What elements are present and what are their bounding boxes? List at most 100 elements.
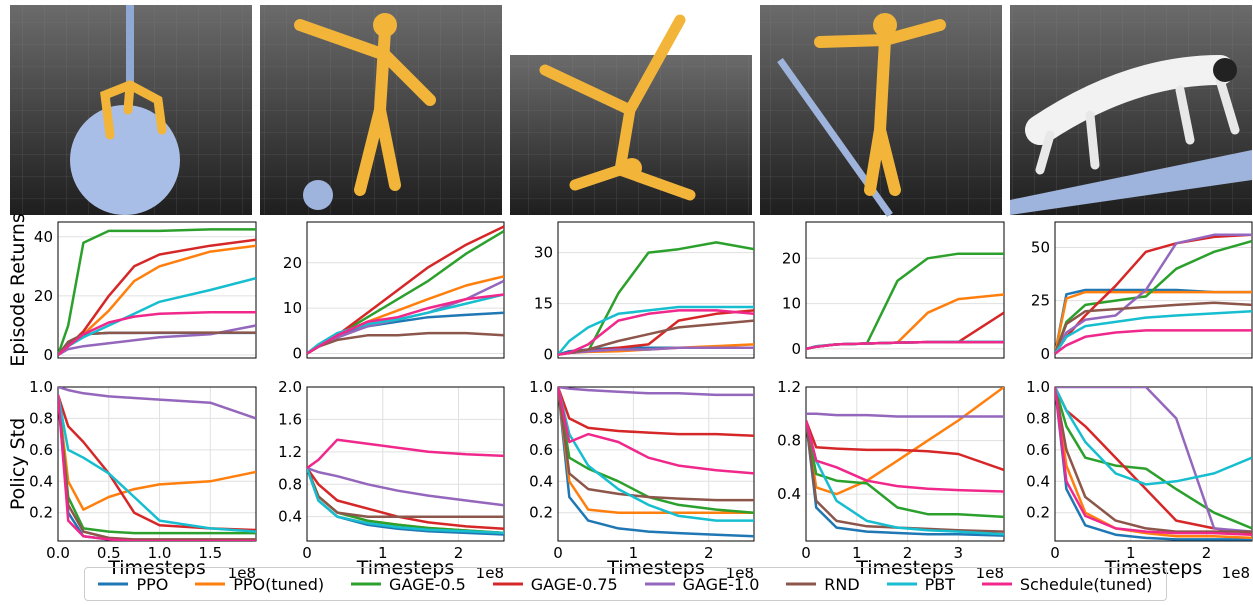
y-tick-label: 15 [534,295,553,313]
legend-item: PBT [887,575,955,594]
panel: 0 20 40 Episode Returns [7,213,256,367]
image-balance [760,5,1002,215]
y-tick-label: 0 [292,344,302,362]
y-tick-label: 50 [1031,239,1050,257]
legend-label: Schedule(tuned) [1020,575,1153,594]
x-tick-label: 2 [454,544,464,562]
y-tick-label: 0 [1040,345,1050,363]
legend-swatch [887,579,917,589]
series-line [58,395,256,510]
legend-label: RND [824,575,859,594]
series-line [307,440,504,468]
y-tick-label: 25 [1031,292,1050,310]
image-cartwheel [510,5,752,215]
legend-swatch [351,579,381,589]
legend: PPO PPO(tuned) GAGE-0.5 GAGE-0.75 GAGE-1.0 RN… [84,567,1167,601]
legend-label: PPO(tuned) [233,575,324,594]
y-tick-label: 0.8 [529,409,553,427]
y-tick-label: 2.0 [278,378,302,396]
series-line [806,414,1004,417]
x-tick-label: 0 [801,544,811,562]
series-line [1055,387,1252,484]
panel: 0.20.40.60.81.00.00.51.01.5Policy StdTim… [7,378,256,582]
y-tick-label: 20 [782,249,801,267]
render-images [10,5,1252,215]
series-line [307,295,504,354]
legend-label: GAGE-0.5 [389,575,466,594]
series-line [806,421,1004,517]
series-line [58,387,256,418]
y-tick-label: 1.0 [1026,378,1050,396]
y-tick-label: 0.2 [1026,504,1050,522]
y-tick-label: 1.2 [278,443,302,461]
y-tick-label: 1.0 [529,378,553,396]
series-line [58,278,256,355]
panel: 0.20.40.60.81.0012Timesteps1e8 [1026,378,1252,582]
x-tick-label: 3 [954,544,964,562]
x-tick-label: 0 [1050,544,1060,562]
series-line [806,342,1004,349]
legend-label: GAGE-1.0 [683,575,760,594]
panel: 0 15 30 [534,222,754,364]
image-ball [10,5,252,215]
series-line [558,387,754,473]
y-tick-label: 0.6 [1026,441,1050,459]
series-line [1055,387,1252,528]
legend-swatch [195,579,225,589]
series-line [307,295,504,354]
y-tick-label: 40 [34,228,53,246]
legend-label: GAGE-0.75 [531,575,618,594]
y-tick-label: 0 [791,340,801,358]
y-tick-label: 20 [283,254,302,272]
series-line [1055,303,1252,354]
x-tick-label: 0 [302,544,312,562]
panel: 01020 [782,222,1004,358]
series-line [58,395,256,532]
y-tick-label: 0.4 [278,508,302,526]
y-tick-label: 30 [534,244,553,262]
y-tick-label: 0.4 [777,485,801,503]
legend-item: PPO(tuned) [195,575,324,594]
x-tick-label: 2 [1202,544,1212,562]
legend-swatch [786,579,816,589]
y-tick-label: 0.4 [529,472,553,490]
y-tick-label: 0.4 [29,472,53,490]
y-axis-label: Episode Returns [7,213,29,367]
y-tick-label: 0.2 [29,504,53,522]
legend-item: PPO [98,575,168,594]
y-tick-label: 0.2 [529,504,553,522]
y-tick-label: 0.4 [1026,472,1050,490]
image-quadruped [1010,5,1252,215]
y-tick-label: 0 [543,346,553,364]
chart: 02040Episode Returns01020015300102002550… [0,0,1253,605]
legend-swatch [982,579,1012,589]
legend-label: PPO [136,575,168,594]
figure: 02040Episode Returns01020015300102002550… [0,0,1253,605]
series-line [58,395,256,530]
legend-item: GAGE-1.0 [645,575,760,594]
series-line [806,421,1004,471]
y-tick-label: 0.8 [278,475,302,493]
x-tick-label: 2 [704,544,714,562]
y-tick-label: 0.6 [529,441,553,459]
y-tick-label: 20 [34,287,53,305]
series-line [806,421,1004,535]
x-scale-label: 1e8 [1222,564,1250,582]
y-tick-label: 1.2 [777,378,801,396]
y-tick-label: 0 [43,346,53,364]
series-line [1055,292,1252,354]
y-tick-label: 0.8 [1026,409,1050,427]
legend-swatch [645,579,675,589]
x-tick-label: 0.0 [46,544,70,562]
y-tick-label: 1.0 [29,378,53,396]
y-axis-label: Policy Std [7,418,29,510]
series-line [558,387,754,500]
series-line [558,387,754,395]
x-tick-label: 0 [553,544,563,562]
y-tick-label: 0.8 [777,432,801,450]
y-tick-label: 1.6 [278,410,302,428]
legend-item: RND [786,575,859,594]
legend-swatch [493,579,523,589]
